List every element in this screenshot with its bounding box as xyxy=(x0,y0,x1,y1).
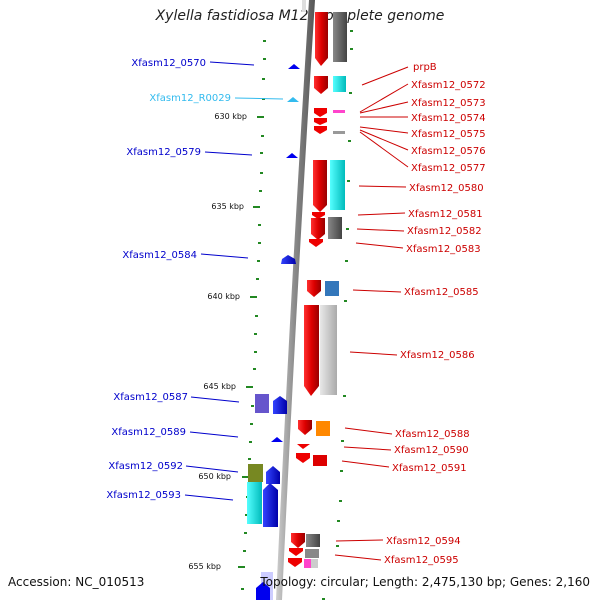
left-leader-lines xyxy=(184,61,284,501)
label-xfasm12-0591[interactable]: Xfasm12_0591 xyxy=(392,463,467,474)
gene-0588-orange xyxy=(316,421,330,436)
gene-0580 xyxy=(313,160,327,212)
label-xfasm12-0576[interactable]: Xfasm12_0576 xyxy=(411,146,486,157)
scale-label-650: 650 kbp xyxy=(198,472,231,481)
label-xfasm12-0582[interactable]: Xfasm12_0582 xyxy=(407,226,482,237)
label-xfasm12-0575[interactable]: Xfasm12_0575 xyxy=(411,129,486,140)
forward-genes xyxy=(288,12,347,568)
label-xfasm12-0586[interactable]: Xfasm12_0586 xyxy=(400,350,475,361)
genome-summary-text: Topology: circular; Length: 2,475,130 bp… xyxy=(260,575,590,589)
gene-0590 xyxy=(297,444,310,449)
gene-0587 xyxy=(273,396,287,414)
gene-0584 xyxy=(281,255,296,264)
label-xfasm12-0584[interactable]: Xfasm12_0584 xyxy=(122,250,197,261)
scale-label-635: 635 kbp xyxy=(211,202,244,211)
right-leader-lines xyxy=(334,66,409,561)
gene-0574 xyxy=(333,110,345,113)
scale-label-645: 645 kbp xyxy=(203,382,236,391)
gene-0582 xyxy=(311,218,325,240)
label-xfasm12-0589[interactable]: Xfasm12_0589 xyxy=(111,427,186,438)
label-xfasm12-0579[interactable]: Xfasm12_0579 xyxy=(126,147,201,158)
label-xfasm12-0587[interactable]: Xfasm12_0587 xyxy=(113,392,188,403)
label-xfasm12-0593[interactable]: Xfasm12_0593 xyxy=(106,490,181,501)
gene-bottom-lightgray xyxy=(311,559,318,568)
gene-0576 xyxy=(314,126,327,134)
map-title: Xylella fastidiosa M12, complete genome xyxy=(155,8,445,24)
label-prpb[interactable]: prpB xyxy=(413,62,437,73)
label-xfasm12-0588[interactable]: Xfasm12_0588 xyxy=(395,429,470,440)
gene-0593-cyan xyxy=(247,482,262,524)
gene-0580-cyan xyxy=(330,160,345,210)
gene-0585-steel xyxy=(325,281,339,296)
gene-0595 xyxy=(289,548,303,556)
gene-0593 xyxy=(263,483,278,527)
label-xfasm12-0580[interactable]: Xfasm12_0580 xyxy=(409,183,484,194)
gene-r0029 xyxy=(287,97,299,102)
right-labels: prpB Xfasm12_0572 Xfasm12_0573 Xfasm12_0… xyxy=(384,62,486,566)
gene-bottom-pink xyxy=(304,559,311,568)
gene-bottom-blue xyxy=(256,582,270,600)
gene-0592-olive xyxy=(248,464,263,482)
accession-text: Accession: NC_010513 xyxy=(8,575,145,589)
label-xfasm12-0573[interactable]: Xfasm12_0573 xyxy=(411,98,486,109)
label-xfasm12-0585[interactable]: Xfasm12_0585 xyxy=(404,287,479,298)
gene-0595-gray xyxy=(305,549,319,558)
gene-0591 xyxy=(296,453,310,463)
gene-0575 xyxy=(314,118,327,125)
scale-label-630: 630 kbp xyxy=(214,112,247,121)
label-xfasm12-0574[interactable]: Xfasm12_0574 xyxy=(411,113,486,124)
label-xfasm12-0583[interactable]: Xfasm12_0583 xyxy=(406,244,481,255)
gene-0587-purple xyxy=(255,394,269,413)
backbone-top-stub xyxy=(302,0,306,12)
gene-prpb xyxy=(314,76,328,94)
gene-0588 xyxy=(298,420,312,435)
gene-0583 xyxy=(309,239,323,247)
gene-0591-red-box xyxy=(313,455,327,466)
label-xfasm12-0572[interactable]: Xfasm12_0572 xyxy=(411,80,486,91)
gene-0586 xyxy=(304,305,319,396)
scale-label-640: 640 kbp xyxy=(207,292,240,301)
gene-0585 xyxy=(307,280,321,297)
gene-0577 xyxy=(333,131,345,134)
gene-0572 xyxy=(333,76,346,92)
label-xfasm12-0594[interactable]: Xfasm12_0594 xyxy=(386,536,461,547)
scale-tick-marks xyxy=(238,116,264,568)
gene-0594 xyxy=(291,533,305,548)
gene-0573 xyxy=(314,108,327,117)
label-xfasm12-0595[interactable]: Xfasm12_0595 xyxy=(384,555,459,566)
left-labels: Xfasm12_0570 Xfasm12_R0029 Xfasm12_0579 … xyxy=(106,58,231,501)
gene-0592 xyxy=(266,466,280,484)
label-xfasm12-r0029[interactable]: Xfasm12_R0029 xyxy=(149,93,231,104)
gene-0579 xyxy=(286,153,298,158)
reverse-genes xyxy=(247,64,300,600)
genome-backbone xyxy=(276,0,315,600)
gene-top-gray xyxy=(333,12,347,62)
scale-label-655: 655 kbp xyxy=(188,562,221,571)
label-xfasm12-0592[interactable]: Xfasm12_0592 xyxy=(108,461,183,472)
gene-0581 xyxy=(312,212,325,219)
gene-0570 xyxy=(288,64,300,69)
gene-0589 xyxy=(271,437,283,442)
label-xfasm12-0577[interactable]: Xfasm12_0577 xyxy=(411,163,486,174)
label-xfasm12-0570[interactable]: Xfasm12_0570 xyxy=(131,58,206,69)
label-xfasm12-0590[interactable]: Xfasm12_0590 xyxy=(394,445,469,456)
gene-0594-gray xyxy=(306,534,320,547)
gene-bottom-red xyxy=(288,558,302,567)
gene-0582-gray xyxy=(328,217,342,239)
label-xfasm12-0581[interactable]: Xfasm12_0581 xyxy=(408,209,483,220)
right-dotted-track xyxy=(322,30,353,600)
gene-top-red xyxy=(315,12,328,66)
gene-0586-gray xyxy=(320,305,337,395)
